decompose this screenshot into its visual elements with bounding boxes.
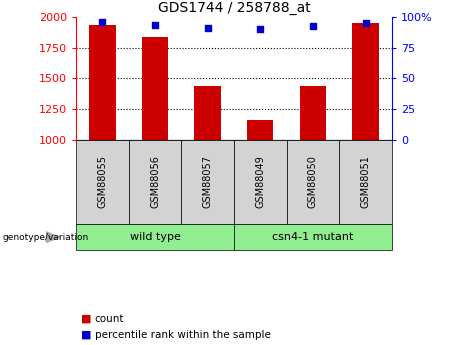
Text: ■: ■	[81, 314, 91, 324]
Text: count: count	[95, 314, 124, 324]
Text: ■: ■	[81, 330, 91, 339]
Bar	[142, 37, 168, 140]
Point	[204, 26, 211, 31]
Point	[309, 23, 317, 29]
Text: GSM88056: GSM88056	[150, 156, 160, 208]
Point	[257, 27, 264, 32]
Text: GSM88050: GSM88050	[308, 156, 318, 208]
Text: GSM88051: GSM88051	[361, 156, 371, 208]
Bar	[352, 23, 378, 140]
Text: GSM88057: GSM88057	[203, 156, 213, 208]
Text: wild type: wild type	[130, 232, 180, 242]
Point	[362, 21, 369, 26]
Text: csn4-1 mutant: csn4-1 mutant	[272, 232, 354, 242]
Point	[99, 19, 106, 25]
Bar	[300, 86, 326, 140]
Polygon shape	[46, 232, 60, 243]
Text: percentile rank within the sample: percentile rank within the sample	[95, 330, 271, 339]
Bar	[195, 86, 221, 140]
Point	[151, 22, 159, 27]
Bar	[247, 119, 273, 140]
Bar	[89, 24, 116, 140]
Title: GDS1744 / 258788_at: GDS1744 / 258788_at	[158, 1, 310, 15]
Text: GSM88049: GSM88049	[255, 156, 265, 208]
Text: genotype/variation: genotype/variation	[2, 233, 89, 242]
Text: GSM88055: GSM88055	[97, 156, 107, 208]
